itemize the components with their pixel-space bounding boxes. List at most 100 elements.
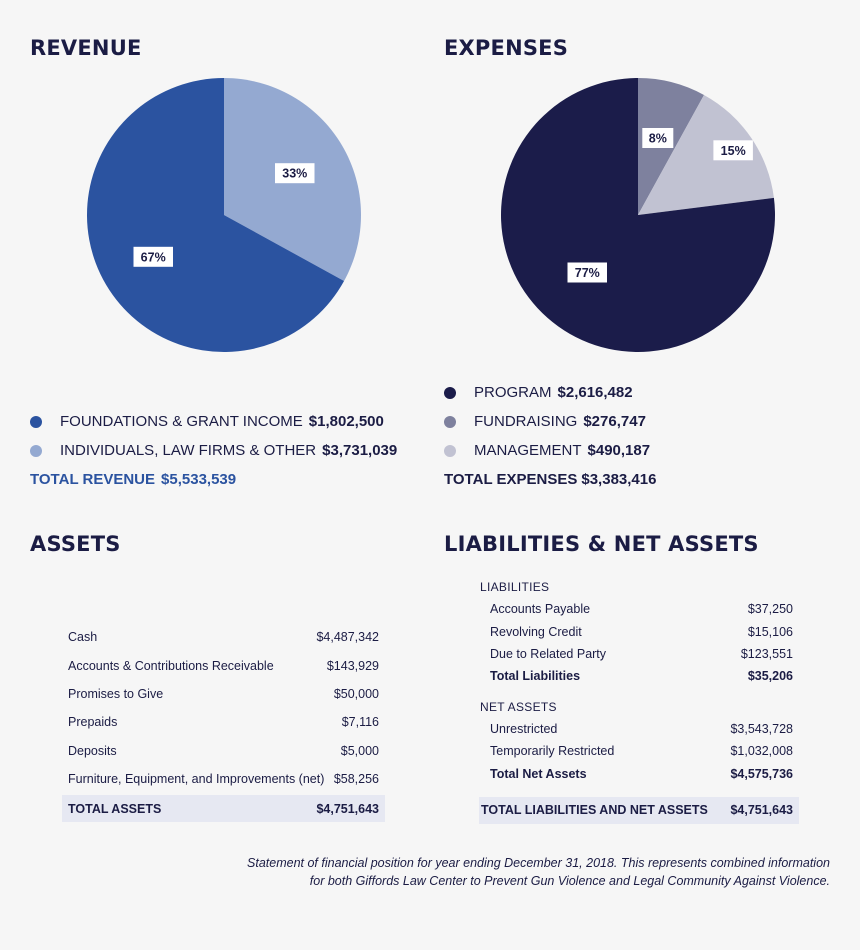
total-expenses-label: TOTAL EXPENSES: [444, 471, 578, 488]
legend-dot-icon: [444, 415, 456, 428]
legend-label: INDIVIDUALS, LAW FIRMS & OTHER: [60, 442, 317, 459]
expenses-slice-label: 8%: [642, 128, 674, 148]
revenue-slice-label: 33%: [275, 163, 315, 184]
legend-amount: $2,616,482: [557, 384, 633, 401]
assets-table: Cash $4,487,342 Accounts & Contributions …: [62, 623, 385, 823]
legend-dot-icon: [444, 386, 456, 399]
legend-amount: $490,187: [587, 442, 651, 459]
row-value: $143,929: [326, 658, 379, 673]
row-label: Accounts Payable: [490, 602, 591, 617]
row-value: $7,116: [341, 715, 379, 730]
liabilities-section-header: LIABILITIES: [480, 580, 550, 595]
total-assets-row: TOTAL ASSETS $4,751,643: [62, 795, 385, 823]
expenses-slice-label: 15%: [713, 140, 753, 161]
expenses-legend: PROGRAM $2,616,482 FUNDRAISING $276,747 …: [444, 378, 656, 494]
table-row: Cash $4,487,342: [62, 623, 385, 651]
expenses-legend-item: FUNDRAISING $276,747: [444, 407, 656, 436]
slice-label-text: 67%: [141, 250, 166, 264]
total-liabilities-net-assets-row: TOTAL LIABILITIES AND NET ASSETS $4,751,6…: [479, 796, 799, 824]
row-value: $15,106: [747, 624, 793, 639]
row-label: Revolving Credit: [490, 624, 582, 639]
net-assets-section-header: NET ASSETS: [480, 699, 557, 714]
row-label: Total Liabilities: [490, 669, 581, 684]
footnote-line: for both Giffords Law Center to Prevent …: [309, 873, 830, 888]
table-row: Promises to Give $50,000: [62, 680, 385, 708]
grand-total-value: $4,751,643: [730, 803, 793, 818]
expenses-slice-management: [638, 94, 774, 215]
row-label: Deposits: [68, 743, 117, 758]
revenue-total: TOTAL REVENUE $5,533,539: [30, 465, 397, 494]
legend-amount: $3,731,039: [322, 442, 398, 459]
legend-dot-icon: [444, 444, 456, 457]
total-expenses-value: $3,383,416: [581, 471, 657, 488]
slice-label-text: 33%: [282, 167, 307, 181]
footnote-line: Statement of financial position for year…: [247, 856, 830, 870]
row-value: $4,487,342: [316, 630, 379, 645]
total-revenue-value: $5,533,539: [161, 471, 237, 488]
table-row: Unrestricted $3,543,728: [479, 718, 799, 740]
table-row: Due to Related Party $123,551: [479, 643, 799, 665]
row-label: Total Net Assets: [490, 766, 587, 781]
table-row: Deposits $5,000: [62, 737, 385, 765]
expenses-slice-label: 77%: [567, 262, 607, 283]
slice-label-text: 77%: [575, 266, 600, 280]
expenses-total: TOTAL EXPENSES $3,383,416: [444, 465, 656, 494]
row-value: $123,551: [740, 647, 793, 662]
legend-label: FOUNDATIONS & GRANT INCOME: [60, 413, 303, 430]
total-liabilities-row: Total Liabilities $35,206: [479, 665, 799, 687]
slice-label-box: [713, 140, 753, 161]
slice-label-box: [567, 262, 607, 283]
row-value: $3,543,728: [730, 721, 793, 736]
table-row: Furniture, Equipment, and Improvements (…: [62, 765, 385, 793]
expenses-pie-chart: 8% 15% 77%: [501, 78, 776, 352]
table-row: Prepaids $7,116: [62, 708, 385, 736]
row-label: Unrestricted: [490, 721, 558, 736]
row-value: $58,256: [333, 772, 379, 787]
legend-amount: $1,802,500: [308, 413, 384, 430]
total-assets-value: $4,751,643: [316, 801, 379, 816]
legend-dot-icon: [30, 415, 42, 428]
row-label: Prepaids: [68, 715, 118, 730]
row-label: Temporarily Restricted: [490, 744, 615, 759]
table-row: Temporarily Restricted $1,032,008: [479, 740, 799, 762]
expenses-legend-item: MANAGEMENT $490,187: [444, 436, 656, 465]
row-value: $4,575,736: [730, 766, 793, 781]
expenses-legend-item: PROGRAM $2,616,482: [444, 378, 656, 407]
expenses-title: EXPENSES: [444, 36, 569, 60]
footnote: Statement of financial position for year…: [247, 855, 830, 890]
row-label: Due to Related Party: [490, 647, 607, 662]
revenue-slice-label: 67%: [133, 246, 173, 267]
revenue-pie-chart: 33% 67%: [86, 78, 361, 352]
slice-label-box: [642, 128, 674, 148]
row-value: $1,032,008: [730, 744, 793, 759]
row-value: $35,206: [747, 669, 793, 684]
row-value: $50,000: [333, 686, 379, 701]
row-label: Accounts & Contributions Receivable: [68, 658, 274, 673]
slice-label-box: [133, 246, 173, 267]
total-revenue-label: TOTAL REVENUE: [30, 471, 156, 488]
row-label: Cash: [68, 630, 98, 645]
row-value: $37,250: [747, 602, 793, 617]
revenue-legend-item: INDIVIDUALS, LAW FIRMS & OTHER $3,731,03…: [30, 436, 397, 465]
table-row: Revolving Credit $15,106: [479, 621, 799, 643]
legend-label: PROGRAM: [474, 384, 552, 401]
slice-label-text: 8%: [649, 132, 667, 146]
assets-title: ASSETS: [30, 532, 121, 556]
legend-amount: $276,747: [583, 413, 646, 430]
grand-total-label: TOTAL LIABILITIES AND NET ASSETS: [481, 803, 708, 818]
revenue-slice-foundations-grant-income: [86, 78, 345, 352]
liabilities-title: LIABILITIES & NET ASSETS: [444, 532, 759, 556]
slice-label-text: 15%: [721, 144, 746, 158]
revenue-title: REVENUE: [30, 36, 142, 60]
legend-label: FUNDRAISING: [474, 413, 578, 430]
legend-dot-icon: [30, 444, 42, 457]
row-value: $5,000: [340, 743, 379, 758]
total-assets-label: TOTAL ASSETS: [68, 801, 162, 816]
liabilities-table: LIABILITIES Accounts Payable $37,250 Revo…: [479, 576, 799, 824]
revenue-legend-item: FOUNDATIONS & GRANT INCOME $1,802,500: [30, 407, 397, 436]
expenses-slice-program: [501, 78, 776, 352]
total-net-assets-row: Total Net Assets $4,575,736: [479, 762, 799, 784]
slice-label-box: [275, 163, 315, 184]
table-row: Accounts Payable $37,250: [479, 598, 799, 620]
row-label: Promises to Give: [68, 686, 164, 701]
